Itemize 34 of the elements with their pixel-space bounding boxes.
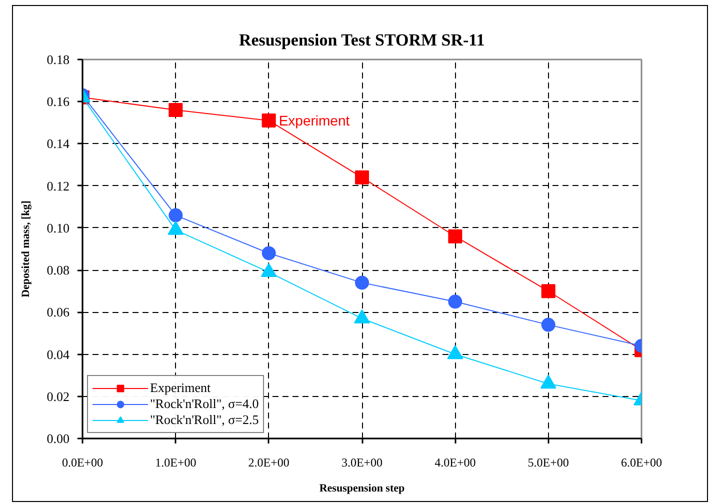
point bbox=[355, 276, 369, 290]
x-tick-label: 0.0E+00 bbox=[62, 456, 104, 470]
point bbox=[262, 246, 276, 260]
point bbox=[448, 229, 462, 244]
y-axis-title: Deposited mass, [kg] bbox=[20, 200, 32, 298]
y-tick-label: 0.02 bbox=[46, 388, 70, 404]
point bbox=[541, 318, 556, 332]
legend-label: "Rock'n'Roll", σ=4.0 bbox=[150, 396, 259, 412]
x-tick-label: 1.0E+00 bbox=[155, 456, 196, 470]
y-tick-label: 0.10 bbox=[46, 220, 70, 236]
point bbox=[541, 284, 556, 298]
legend-label: Experiment bbox=[150, 380, 211, 396]
y-tick-label: 0.14 bbox=[46, 136, 70, 152]
x-axis-title: Resuspension step bbox=[319, 482, 405, 494]
y-tick-label: 0.00 bbox=[46, 431, 70, 446]
point bbox=[448, 294, 462, 309]
point bbox=[262, 114, 276, 128]
y-tick-label: 0.18 bbox=[46, 52, 70, 67]
point bbox=[168, 208, 183, 222]
y-tick-label: 0.04 bbox=[46, 346, 70, 362]
x-tick-label: 5.0E+00 bbox=[528, 456, 569, 470]
x-tick-label: 3.0E+00 bbox=[341, 456, 383, 470]
x-tick-label: 2.0E+00 bbox=[248, 456, 290, 470]
y-tick-label: 0.16 bbox=[46, 94, 70, 110]
y-tick-label: 0.12 bbox=[46, 178, 70, 194]
x-tick-label: 4.0E+00 bbox=[434, 456, 476, 470]
x-tick-label: 6.0E+00 bbox=[620, 456, 662, 470]
point bbox=[355, 170, 369, 184]
legend-label: "Rock'n'Roll", σ=2.5 bbox=[150, 412, 259, 428]
chart-title: Resuspension Test STORM SR-11 bbox=[238, 30, 485, 50]
point bbox=[168, 103, 183, 118]
y-tick-label: 0.08 bbox=[46, 262, 70, 278]
annotation: Experiment bbox=[278, 112, 350, 129]
y-tick-label: 0.06 bbox=[46, 304, 70, 320]
